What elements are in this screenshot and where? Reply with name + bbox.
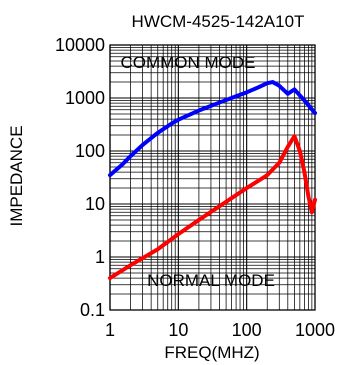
x-tick-label: 1000: [295, 320, 335, 340]
y-tick-label: 10: [85, 194, 105, 214]
annotations: COMMON MODE NORMAL MODE: [120, 53, 274, 290]
x-tick-label: 10: [168, 320, 188, 340]
chart-title: HWCM-4525-142A10T: [132, 12, 305, 31]
series-line-normal-mode: [108, 134, 317, 281]
x-tick-label: 100: [232, 320, 262, 340]
y-tick-label: 1000: [65, 88, 105, 108]
series-layer: [108, 80, 317, 281]
x-axis-title: FREQ(MHZ): [164, 343, 259, 362]
x-tick-label: 1: [105, 320, 115, 340]
y-tick-label: 1: [95, 247, 105, 267]
y-tick-label: 100: [75, 141, 105, 161]
y-axis-title: IMPEDANCE: [7, 125, 26, 226]
series-line-common-mode: [108, 80, 317, 178]
annotation-normal-mode: NORMAL MODE: [147, 271, 275, 290]
y-tick-label: 10000: [55, 35, 105, 55]
annotation-common-mode: COMMON MODE: [120, 53, 255, 72]
y-tick-label: 0.1: [80, 300, 105, 320]
